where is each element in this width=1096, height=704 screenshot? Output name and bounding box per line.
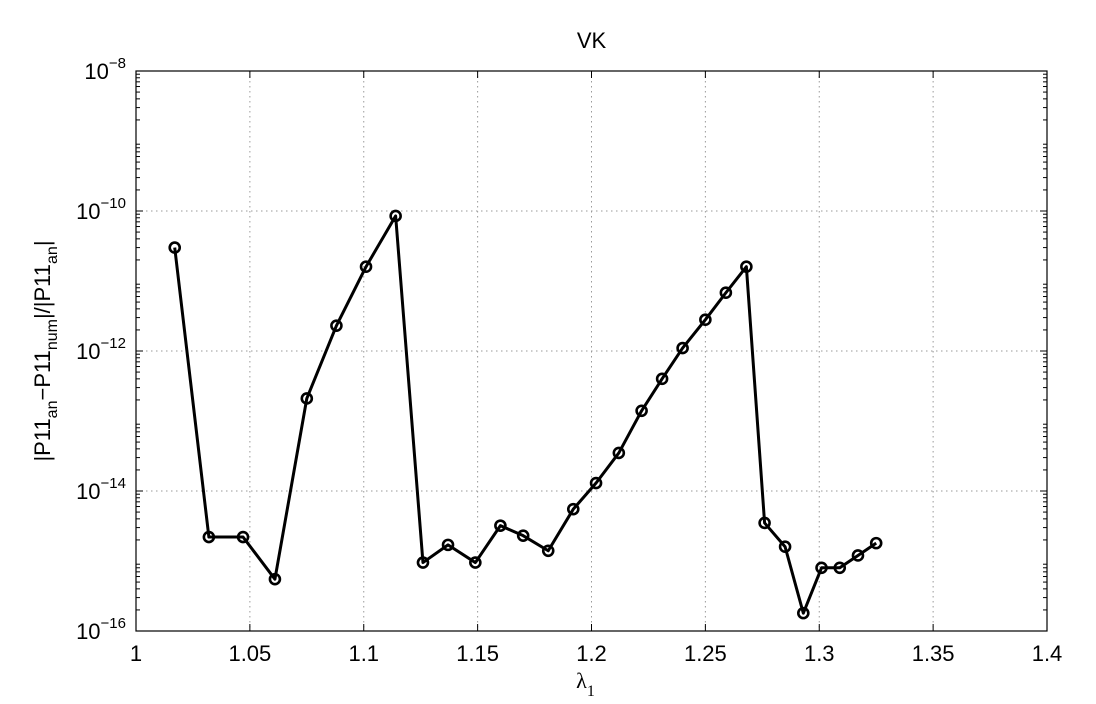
data-point-marker [676, 341, 689, 355]
data-point-marker [330, 319, 343, 332]
series [168, 209, 883, 620]
data-point-marker [699, 313, 712, 326]
data-point-marker [815, 561, 828, 575]
series-line [173, 214, 878, 615]
data-point-marker [359, 260, 373, 274]
x-tick-label: 1.4 [1032, 641, 1063, 666]
data-point-marker [833, 561, 847, 575]
data-point-marker [168, 241, 182, 254]
y-tick-labels: 10−16 10−14 10−12 10−10 10−8 [76, 55, 126, 644]
data-point-marker [851, 549, 865, 562]
x-tick-label: 1.3 [804, 641, 835, 666]
x-tick-label: 1.35 [912, 641, 955, 666]
x-axis-label-main: λ [576, 668, 587, 693]
y-tick-label: 10−16 [76, 615, 126, 644]
data-point-marker [566, 502, 580, 516]
y-axis-label-part-1: |P11 [30, 418, 55, 461]
data-point-marker [635, 404, 648, 418]
y-axis-label-part-2: −P11 [30, 350, 55, 400]
grid [136, 71, 1047, 631]
data-point-marker [589, 476, 603, 490]
x-tick-label: 1 [130, 641, 142, 666]
data-point-marker [268, 572, 282, 586]
y-axis-label-sub-3: an [44, 246, 61, 264]
data-point-marker [469, 556, 482, 569]
data-point-marker [416, 556, 430, 569]
data-point-marker [797, 606, 810, 620]
data-point-marker [740, 260, 753, 274]
y-axis-label-part-4: | [30, 240, 55, 246]
data-point-marker [541, 544, 555, 558]
x-tick-label: 1.1 [348, 641, 379, 666]
data-point-marker [236, 530, 250, 544]
data-point-marker [655, 372, 669, 386]
data-point-marker [516, 529, 530, 542]
data-point-marker [202, 530, 216, 544]
x-axis-label: λ1 [576, 668, 595, 700]
x-tick-label: 1.15 [456, 641, 499, 666]
data-point-marker [758, 516, 771, 530]
x-tick-label: 1.05 [228, 641, 271, 666]
axis-ticks [135, 70, 1048, 632]
data-point-marker [300, 392, 314, 405]
y-axis-label-part-3: |/|P11 [30, 264, 55, 319]
data-point-marker [719, 286, 733, 300]
y-tick-label: 10−8 [84, 55, 126, 84]
x-tick-label: 1.2 [576, 641, 607, 666]
x-tick-labels: 1 1.05 1.1 1.15 1.2 1.25 1.3 1.35 1.4 [130, 641, 1062, 666]
y-axis-label-sub-2: num [44, 319, 61, 350]
data-point-marker [441, 538, 455, 552]
data-point-marker [869, 536, 883, 550]
data-point-marker [612, 446, 626, 460]
y-tick-label: 10−10 [76, 195, 126, 224]
y-tick-label: 10−12 [76, 335, 126, 364]
y-axis-label-sub-1: an [44, 401, 61, 419]
x-axis-label-subscript: 1 [587, 683, 595, 700]
y-tick-label: 10−14 [76, 475, 126, 504]
data-point-marker [778, 540, 792, 554]
data-point-marker [494, 519, 507, 532]
y-axis-label: |P11an−P11num|/|P11an| [30, 240, 61, 461]
x-tick-label: 1.25 [684, 641, 727, 666]
chart-title: VK [577, 28, 607, 53]
data-point-marker [389, 209, 402, 223]
